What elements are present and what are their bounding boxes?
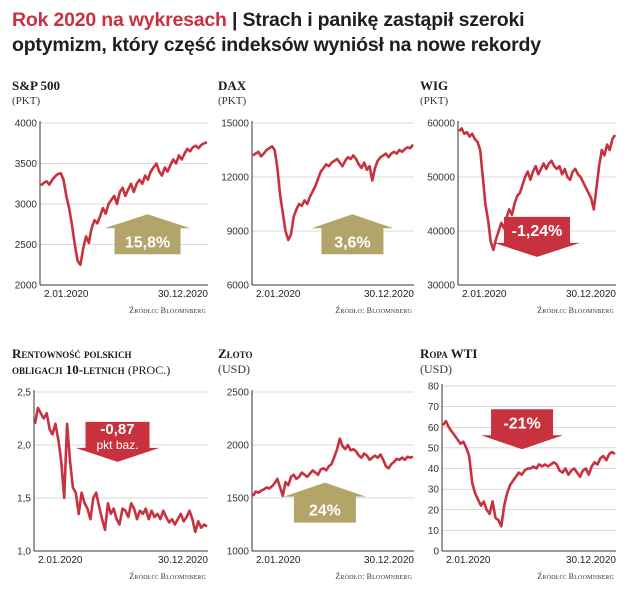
x-tick-label-end: 30.12.2020 — [364, 289, 414, 300]
chart-unit: (USD) — [420, 362, 452, 376]
y-tick-label: 2500 — [227, 388, 250, 399]
y-tick-label: 80 — [428, 382, 440, 393]
panel-wig: WIG (PKT) 60000 50000 40000 30000 2.01.2020 3… — [420, 78, 620, 328]
chart-wig: 60000 50000 40000 30000 2.01.2020 30.12.2020 -… — [427, 119, 617, 301]
badge-label: -0,87 — [100, 421, 134, 438]
x-tick-label-start: 2.01.2020 — [38, 555, 83, 566]
chart-title-tail: WTI — [447, 346, 478, 361]
panel-sp500: S&P 500 (PKT) 4000 3500 3000 2500 2000 2.01.2… — [12, 78, 212, 328]
chart-title: S&P 500 — [12, 78, 61, 93]
y-tick-label: 1500 — [227, 494, 250, 505]
x-tick-label-end: 30.12.2020 — [566, 289, 616, 300]
y-tick-label: 3000 — [15, 200, 38, 211]
panel-zloto: Złoto (USD) 2500 2000 1500 1000 2.01.2020 30.… — [218, 346, 418, 596]
y-tick-label: 12000 — [221, 173, 249, 184]
chart-title-line2: obligacji 10-letnich (PROC.) — [12, 362, 170, 378]
y-tick-label: 40000 — [427, 227, 455, 238]
badge-up-arrow — [104, 214, 191, 255]
y-tick-label: 2000 — [15, 281, 38, 292]
chart-unit: (PKT) — [218, 95, 247, 107]
y-tick-label: 1,5 — [17, 494, 31, 505]
headline-part2: Strach i panikę zastąpił szeroki optymiz… — [12, 9, 541, 56]
badge-label: 24% — [309, 503, 341, 520]
series-line — [458, 127, 617, 252]
badge-up-arrow — [283, 482, 366, 523]
headline-part1: Rok 2020 na wykresach — [12, 9, 227, 31]
x-tick-label-start: 2.01.2020 — [446, 555, 491, 566]
chart-unit: (USD) — [218, 362, 250, 376]
y-tick-label: 40 — [428, 464, 440, 475]
chart-unit: (PROC.) — [127, 363, 171, 377]
y-tick-label: 30000 — [427, 281, 455, 292]
badge-down-arrow — [481, 409, 564, 450]
y-tick-label: 15000 — [221, 119, 249, 130]
chart-title: WIG — [420, 78, 449, 93]
chart-zloto: 2500 2000 1500 1000 2.01.2020 30.12.2020 24% — [227, 388, 415, 567]
y-tick-label: 0 — [433, 547, 439, 558]
y-tick-label: 1000 — [227, 547, 250, 558]
y-tick-label: 60000 — [427, 119, 455, 130]
chart-sp500: 4000 3500 3000 2500 2000 2.01.2020 30.12.2020 1… — [15, 119, 209, 301]
badge-label: -21% — [503, 415, 540, 432]
y-tick-label: 1,0 — [17, 547, 31, 558]
chart-unit: (PKT) — [12, 95, 41, 107]
series-line — [251, 437, 414, 498]
y-tick-label: 20 — [428, 505, 440, 516]
y-tick-label: 2000 — [227, 441, 250, 452]
chart-source: Źródło: Bloomnberg — [129, 572, 206, 581]
series-line — [33, 406, 208, 534]
y-tick-label: 2500 — [15, 240, 38, 251]
badge-down-arrow — [494, 216, 580, 257]
x-tick-label-start: 2.01.2020 — [462, 289, 507, 300]
badge-up-arrow — [311, 214, 394, 255]
x-tick-label-start: 2.01.2020 — [256, 289, 301, 300]
chart-bonds: 2,5 2,0 1,5 1,0 2.01.2020 30.12.2020 -0,87pkt … — [17, 388, 208, 567]
series-line — [252, 143, 415, 242]
x-tick-label-start: 2.01.2020 — [44, 289, 89, 300]
chart-source: Źródło: Bloomnberg — [537, 572, 614, 581]
y-tick-label: 3500 — [15, 159, 38, 170]
chart-source: Źródło: Bloomnberg — [537, 306, 614, 315]
x-tick-label-end: 30.12.2020 — [158, 555, 208, 566]
chart-title: Ropa — [420, 346, 448, 361]
chart-title: Rentowność polskich — [12, 346, 132, 361]
panel-dax: DAX (PKT) 15000 12000 9000 6000 2.01.2020 30.… — [218, 78, 418, 328]
series-line — [441, 419, 616, 528]
y-tick-label: 10 — [428, 526, 440, 537]
chart-source: Źródło: Bloomnberg — [335, 572, 412, 581]
y-tick-label: 6000 — [227, 281, 250, 292]
x-tick-label-end: 30.12.2020 — [364, 555, 414, 566]
y-tick-label: 50 — [428, 443, 440, 454]
panel-bonds: Rentowność polskich obligacji 10-letnich… — [12, 346, 212, 596]
series-line — [40, 141, 208, 267]
y-tick-label: 60 — [428, 423, 440, 434]
badge-label: 3,6% — [334, 234, 370, 251]
badge-label: 15,8% — [125, 234, 170, 251]
chart-title: DAX — [218, 78, 247, 93]
x-tick-label-start: 2.01.2020 — [256, 555, 301, 566]
chart-source: Źródło: Bloomnberg — [335, 306, 412, 315]
x-tick-label-end: 30.12.2020 — [158, 289, 208, 300]
badge-label-sub: pkt baz. — [97, 438, 139, 452]
x-tick-label-end: 30.12.2020 — [566, 555, 616, 566]
headline: Rok 2020 na wykresach | Strach i panikę … — [12, 8, 616, 58]
chart-dax: 15000 12000 9000 6000 2.01.2020 30.12.2020 3,6… — [221, 119, 415, 301]
panel-wti: Ropa WTI (USD) 80 70 60 50 40 30 20 10 0 2.01.202… — [420, 346, 620, 596]
badge-label: -1,24% — [512, 223, 563, 240]
chart-title-line2-text: obligacji 10-letnich — [12, 362, 125, 377]
y-tick-label: 2,0 — [17, 441, 31, 452]
chart-unit: (PKT) — [420, 95, 449, 107]
badge-down-arrow — [75, 421, 160, 462]
y-tick-label: 70 — [428, 402, 440, 413]
y-tick-label: 9000 — [227, 227, 250, 238]
y-tick-label: 2,5 — [17, 388, 31, 399]
chart-wti: 80 70 60 50 40 30 20 10 0 2.01.2020 30.12.2020 -21% — [428, 382, 617, 567]
chart-title-row: Ropa WTI — [420, 346, 477, 361]
chart-source: Źródło: Bloomnberg — [129, 306, 206, 315]
headline-separator: | — [226, 9, 243, 31]
chart-title: Złoto — [218, 346, 253, 361]
y-tick-label: 50000 — [427, 173, 455, 184]
y-tick-label: 4000 — [15, 119, 38, 130]
y-tick-label: 30 — [428, 485, 440, 496]
